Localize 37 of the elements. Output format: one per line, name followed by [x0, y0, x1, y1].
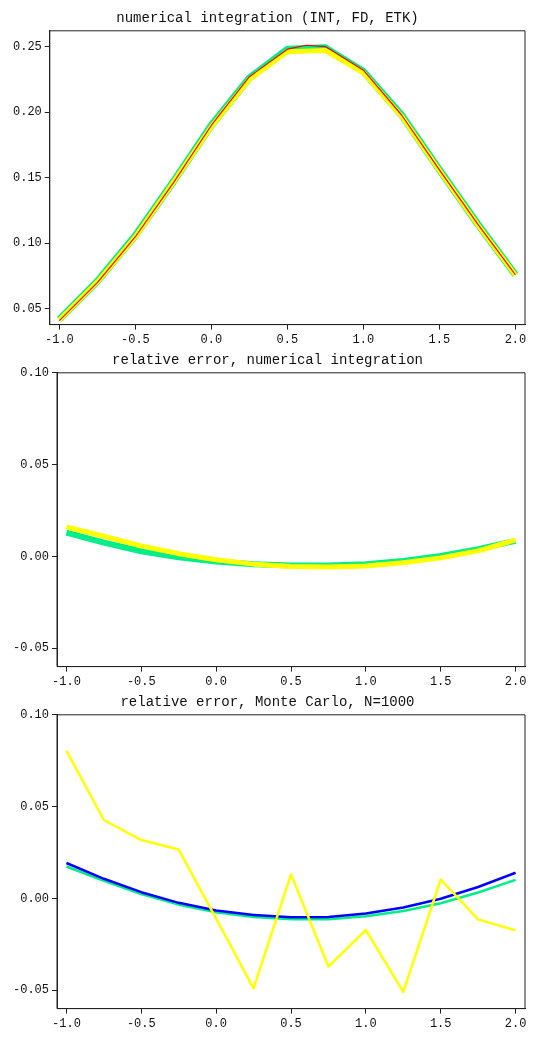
chart-title: relative error, numerical integration: [112, 352, 423, 369]
x-tick-label: 1.5: [429, 674, 452, 689]
y-tick-label: 0.15: [12, 170, 42, 185]
y-tick-label: 0.00: [20, 549, 50, 564]
y-tick-label: 0.25: [12, 39, 42, 54]
x-tick-label: -0.5: [126, 674, 156, 689]
x-tick-label: 1.5: [428, 332, 451, 347]
x-tick-label: 0.0: [205, 674, 227, 689]
x-tick-label: 0.5: [276, 332, 299, 347]
chart-title: numerical integration (INT, FD, ETK): [116, 10, 419, 27]
x-tick-label: 1.0: [355, 674, 377, 689]
x-tick-label: 2.0: [504, 674, 527, 689]
y-tick-label: 0.05: [20, 799, 50, 814]
y-tick-label: 0.10: [12, 236, 42, 251]
x-tick-label: -0.5: [120, 332, 150, 347]
chart-title: relative error, Monte Carlo, N=1000: [120, 694, 415, 711]
y-tick-label: 0.05: [12, 302, 42, 317]
x-tick-label: 0.0: [200, 332, 223, 347]
x-tick-label: 1.0: [355, 1016, 377, 1031]
x-tick-label: 2.0: [504, 1016, 527, 1031]
y-tick-label: 0.20: [12, 105, 42, 120]
x-tick-label: 0.5: [280, 1016, 302, 1031]
x-tick-label: 1.0: [352, 332, 375, 347]
y-tick-label: 0.00: [20, 891, 50, 906]
x-tick-label: -1.0: [52, 1016, 81, 1031]
y-tick-label: 0.10: [20, 365, 50, 380]
x-tick-label: -1.0: [44, 332, 74, 347]
y-tick-label: 0.05: [20, 457, 50, 472]
x-tick-label: 1.5: [429, 1016, 452, 1031]
x-tick-label: 2.0: [504, 332, 527, 347]
x-tick-label: 0.5: [280, 674, 302, 689]
y-tick-label: 0.10: [20, 707, 50, 722]
y-tick-label: -0.05: [12, 641, 50, 656]
x-tick-label: 0.0: [205, 1016, 227, 1031]
x-tick-label: -1.0: [52, 674, 81, 689]
y-tick-label: -0.05: [12, 983, 50, 998]
x-tick-label: -0.5: [126, 1016, 156, 1031]
